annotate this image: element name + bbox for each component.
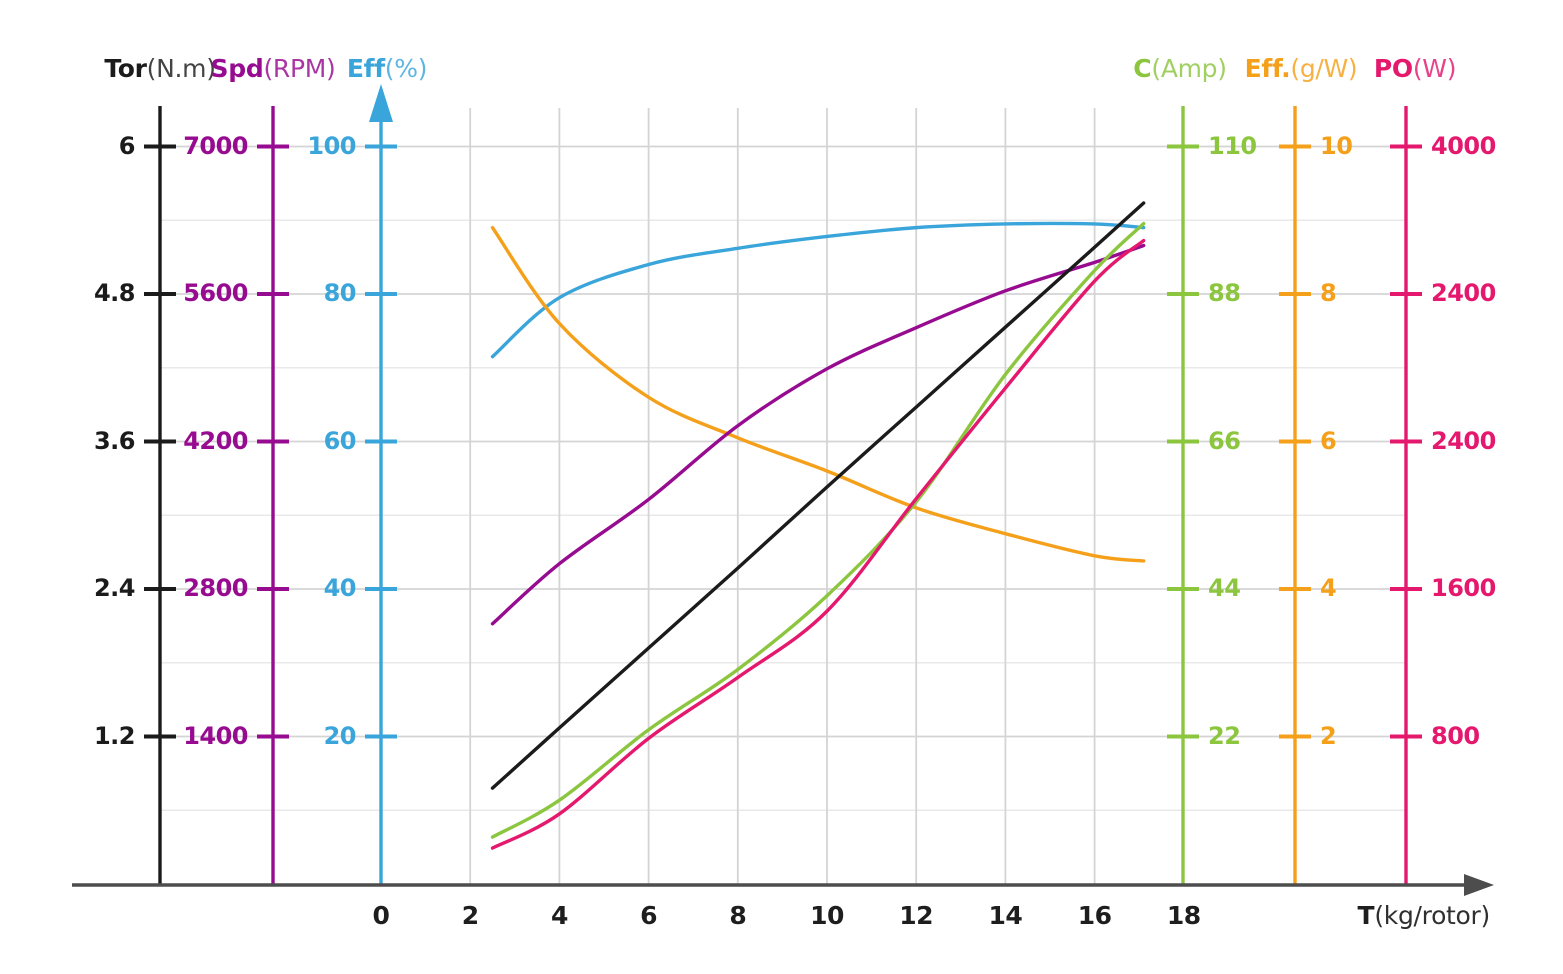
axis-title-torque-name: Tor xyxy=(104,54,147,83)
axis-title-power: PO(W) xyxy=(1373,54,1457,83)
axis-title-efficiency-gw-unit: (g/W) xyxy=(1290,54,1358,83)
tick-label-spd-7000: 7000 xyxy=(183,131,248,160)
axis-title-torque: Tor(N.m) xyxy=(104,54,216,83)
tick-label-eff_gw-6: 6 xyxy=(1320,426,1337,455)
tick-label-tor-6: 6 xyxy=(118,131,136,160)
x-tick-label-2: 2 xyxy=(461,901,479,930)
tick-label-eff_gw-10: 10 xyxy=(1320,131,1353,160)
axis-title-speed: Spd(RPM) xyxy=(211,54,336,83)
curve-spd xyxy=(490,243,1146,626)
x-tick-label-4: 4 xyxy=(550,901,568,930)
x-tick-label-0: 0 xyxy=(372,901,390,930)
tick-label-current-44: 44 xyxy=(1208,573,1241,602)
x-axis-title-unit: (kg/rotor) xyxy=(1374,901,1490,930)
axis-title-efficiency-percent-unit: (%) xyxy=(384,54,428,83)
x-tick-label-10: 10 xyxy=(810,901,844,930)
tick-label-current-22: 22 xyxy=(1208,721,1241,750)
tick-label-eff_gw-2: 2 xyxy=(1320,721,1337,750)
tick-label-tor-4.8: 4.8 xyxy=(93,278,136,307)
axis-title-current: C(Amp) xyxy=(1133,54,1227,83)
curve-po xyxy=(490,238,1146,850)
x-axis-title: T(kg/rotor) xyxy=(1357,901,1491,930)
tick-label-eff_pct-60: 60 xyxy=(323,426,357,455)
arrow-up-icon xyxy=(369,84,393,122)
tick-label-eff_pct-100: 100 xyxy=(307,131,356,160)
axis-title-speed-name: Spd xyxy=(210,54,264,83)
axis-title-power-name: PO xyxy=(1373,54,1413,83)
x-tick-label-8: 8 xyxy=(729,901,747,930)
tick-label-eff_gw-4: 4 xyxy=(1320,573,1337,602)
x-tick-label-16: 16 xyxy=(1077,901,1112,930)
tick-label-spd-1400: 1400 xyxy=(183,721,248,750)
axis-title-current-name: C xyxy=(1133,54,1152,83)
axis-title-efficiency-percent: Eff(%) xyxy=(346,54,428,83)
tick-label-po-800: 800 xyxy=(1431,721,1480,750)
x-tick-label-14: 14 xyxy=(988,901,1023,930)
tick-label-po-2400: 2400 xyxy=(1431,278,1496,307)
tick-label-tor-1.2: 1.2 xyxy=(93,721,136,750)
x-tick-label-18: 18 xyxy=(1166,901,1201,930)
tick-label-tor-3.6: 3.6 xyxy=(93,426,136,455)
tick-label-eff_pct-80: 80 xyxy=(323,278,357,307)
tick-label-tor-2.4: 2.4 xyxy=(93,573,136,602)
curve-eff_pct xyxy=(490,221,1146,359)
tick-label-spd-4200: 4200 xyxy=(183,426,248,455)
tick-label-eff_pct-20: 20 xyxy=(323,721,357,750)
axis-title-torque-unit: (N.m) xyxy=(146,54,216,83)
curve-eff_gw xyxy=(490,225,1146,563)
tick-label-eff_gw-8: 8 xyxy=(1320,278,1337,307)
arrow-right-icon xyxy=(1464,874,1494,896)
tick-label-current-88: 88 xyxy=(1208,278,1241,307)
tick-label-eff_pct-40: 40 xyxy=(323,573,357,602)
tick-label-current-110: 110 xyxy=(1208,131,1257,160)
curve-tor xyxy=(490,201,1146,790)
axis-title-efficiency-gw-name: Eff. xyxy=(1244,54,1291,83)
axis-title-efficiency-gw: Eff.(g/W) xyxy=(1245,54,1358,83)
tick-label-po-2400: 2400 xyxy=(1431,426,1496,455)
tick-label-spd-5600: 5600 xyxy=(183,278,248,307)
tick-label-po-1600: 1600 xyxy=(1431,573,1496,602)
axis-title-power-unit: (W) xyxy=(1412,54,1457,83)
curve-current xyxy=(490,221,1146,839)
axis-title-speed-unit: (RPM) xyxy=(263,54,336,83)
tick-label-current-66: 66 xyxy=(1208,426,1241,455)
tick-label-po-4000: 4000 xyxy=(1431,131,1496,160)
tick-label-spd-2800: 2800 xyxy=(183,573,248,602)
x-tick-label-6: 6 xyxy=(640,901,658,930)
axis-title-current-unit: (Amp) xyxy=(1151,54,1227,83)
axis-title-efficiency-percent-name: Eff xyxy=(346,54,385,83)
x-axis-title-name: T xyxy=(1357,901,1375,930)
x-tick-label-12: 12 xyxy=(899,901,934,930)
